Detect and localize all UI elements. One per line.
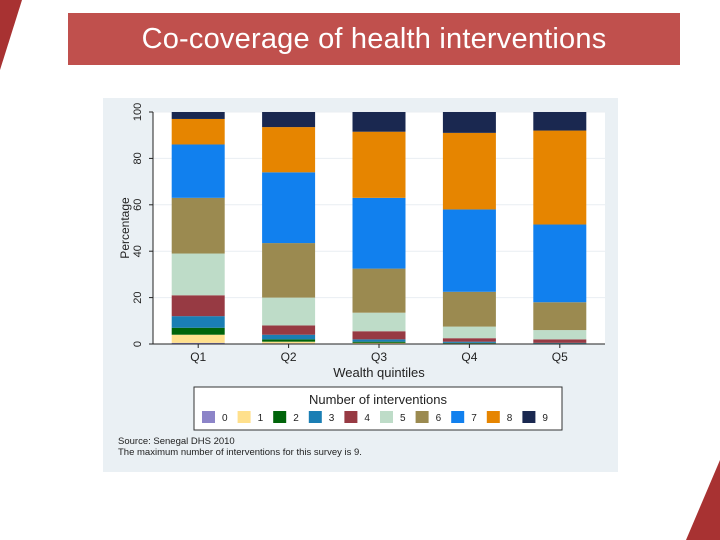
bar-segment-Q1-5 <box>171 253 225 296</box>
legend-swatch-7 <box>451 411 465 423</box>
legend-swatch-9 <box>522 411 536 423</box>
bar-segment-Q1-7 <box>171 144 225 198</box>
bar-segment-Q2-3 <box>262 334 316 340</box>
legend-swatch-2 <box>273 411 287 423</box>
bar-segment-Q2-8 <box>262 127 316 173</box>
bar-segment-Q2-5 <box>262 297 316 326</box>
bar-segment-Q5-4 <box>533 339 587 343</box>
bar-segment-Q3-7 <box>352 197 406 269</box>
bar-segment-Q1-6 <box>171 197 225 254</box>
bar-segment-Q3-2 <box>352 341 406 343</box>
y-tick-label: 20 <box>132 291 144 303</box>
y-tick-label: 0 <box>132 341 144 347</box>
y-axis-label: Percentage <box>118 197 132 259</box>
chart-panel: 0 20 40 60 80 100 Q1 Q2 Q3 Q4 Q5 Percentage Wealt… <box>103 98 618 472</box>
bar-segment-Q1-9 <box>171 112 225 119</box>
legend-label-3: 3 <box>329 413 335 424</box>
legend-swatch-4 <box>344 411 358 423</box>
legend-label-4: 4 <box>364 413 370 424</box>
slide-title: Co-coverage of health interventions <box>141 22 607 55</box>
title-bar: Co-coverage of health interventions <box>68 13 680 65</box>
bar-segment-Q2-4 <box>262 325 316 335</box>
bar-segment-Q3-3 <box>352 339 406 342</box>
bar-segment-Q3-5 <box>352 312 406 332</box>
bar-segment-Q3-6 <box>352 268 406 313</box>
legend-label-1: 1 <box>258 413 264 424</box>
legend-box <box>193 386 563 431</box>
bar-segment-Q3-8 <box>352 131 406 198</box>
bar-segment-Q2-9 <box>262 112 316 128</box>
bar-segment-Q5-6 <box>533 302 587 331</box>
bar-segment-Q4-4 <box>442 338 496 342</box>
source-note: Source: Senegal DHS 2010 <box>118 436 235 447</box>
legend-label-7: 7 <box>471 413 477 424</box>
legend-label-5: 5 <box>400 413 406 424</box>
bar-segment-Q4-3 <box>442 341 496 343</box>
bar-segment-Q5-5 <box>533 330 587 340</box>
legend-swatch-3 <box>308 411 322 423</box>
bar-segment-Q1-4 <box>171 295 225 317</box>
x-tick-label: Q1 <box>190 350 206 364</box>
bar-segment-Q2-7 <box>262 172 316 244</box>
x-tick-label: Q3 <box>371 350 387 364</box>
bar-segment-Q5-8 <box>533 130 587 225</box>
bar-segment-Q1-8 <box>171 118 225 145</box>
bar-segment-Q4-9 <box>442 112 496 133</box>
bar-segment-Q4-8 <box>442 132 496 210</box>
bar-segment-Q3-1 <box>352 342 406 344</box>
bar-segment-Q3-4 <box>352 331 406 340</box>
bar-segment-Q4-5 <box>442 326 496 339</box>
bar-segment-Q4-7 <box>442 209 496 292</box>
bar-segment-Q2-6 <box>262 243 316 298</box>
x-tick-label: Q4 <box>461 350 477 364</box>
y-tick-label: 60 <box>132 199 144 211</box>
bar-segment-Q5-7 <box>533 224 587 303</box>
footnote: The maximum number of interventions for … <box>118 447 362 458</box>
bar-segment-Q1-1 <box>171 334 225 343</box>
legend-title: Number of interventions <box>309 392 448 407</box>
y-tick-label: 100 <box>132 103 144 121</box>
legend-swatch-1 <box>237 411 251 423</box>
legend-swatch-5 <box>380 411 393 423</box>
bar-segment-Q4-6 <box>442 291 496 327</box>
bar-segment-Q2-2 <box>262 339 316 342</box>
bar-segment-Q1-3 <box>171 316 225 328</box>
bar-segment-Q5-9 <box>533 112 587 131</box>
x-tick-label: Q2 <box>281 350 297 364</box>
corner-decoration-bottom-right <box>686 460 720 540</box>
bar-segment-Q1-2 <box>171 327 225 335</box>
legend-swatch-8 <box>486 411 500 423</box>
bar-segment-Q3-9 <box>352 112 406 132</box>
legend-label-8: 8 <box>507 413 513 424</box>
y-tick-label: 80 <box>132 152 144 164</box>
legend-swatch-6 <box>415 411 429 423</box>
legend-label-2: 2 <box>293 413 299 424</box>
legend-label-0: 0 <box>222 413 228 424</box>
x-tick-label: Q5 <box>552 350 568 364</box>
legend-swatch-0 <box>202 411 215 423</box>
legend-label-9: 9 <box>542 413 548 424</box>
bar-segment-Q2-1 <box>262 341 316 344</box>
bar-segment-Q1-0 <box>171 342 225 344</box>
legend-label-6: 6 <box>436 413 442 424</box>
y-tick-label: 40 <box>132 245 144 257</box>
x-axis-label: Wealth quintiles <box>333 365 425 380</box>
corner-decoration-top-left <box>0 0 22 70</box>
